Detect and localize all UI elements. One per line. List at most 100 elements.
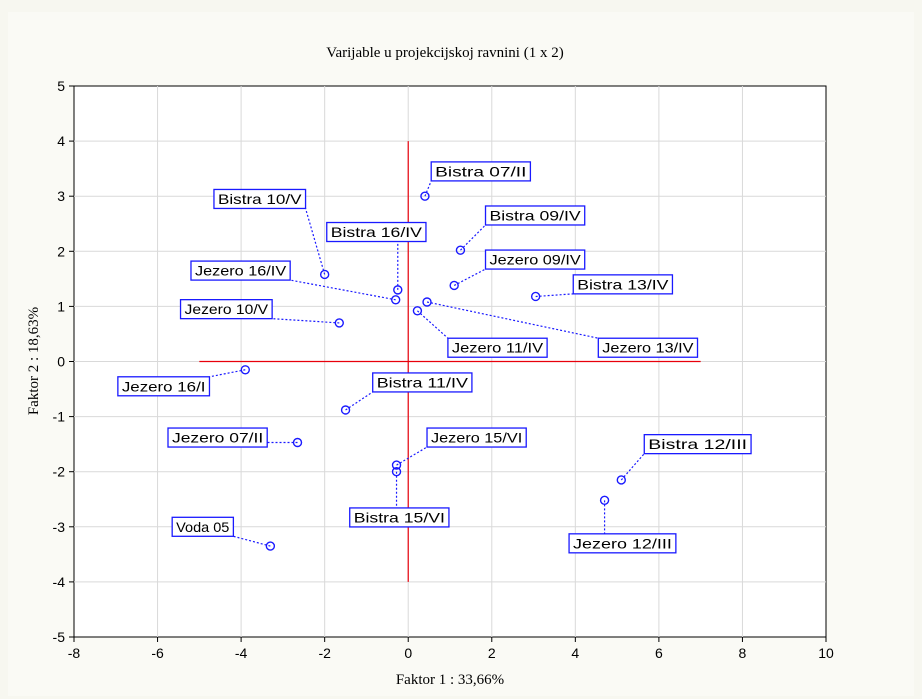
chart-title: Varijable u projekcijskoj ravnini (1 x 2… [326, 45, 563, 61]
data-point [390, 295, 401, 305]
x-tick-label: 8 [739, 645, 747, 661]
data-point-group: Bistra 09/IV [455, 205, 586, 255]
label-leader-line [290, 279, 396, 301]
x-tick-label: 6 [655, 645, 663, 661]
data-point-group: Jezero 15/VI [391, 427, 527, 470]
point-label-box [190, 260, 291, 281]
label-leader-line [620, 453, 645, 481]
point-label: Bistra 07/II [435, 163, 526, 179]
point-label: Jezero 15/VI [431, 430, 522, 446]
y-tick-label: -1 [53, 409, 66, 425]
point-label-box [568, 533, 677, 554]
axes: -8 -6 -4 -2 0 2 4 6 8 10 -5 -4 -3 -2 -1 0 1 2 3 4 5 [53, 78, 834, 661]
y-axis-label: Faktor 2 : 18,63% [26, 307, 42, 415]
point-label: Jezero 13/IV [602, 340, 694, 356]
label-leader-line [426, 301, 599, 339]
point-label-box [572, 274, 674, 295]
point-label-box [213, 188, 307, 210]
data-point-group: Jezero 13/IV [422, 297, 699, 358]
label-leader-line [396, 446, 428, 466]
data-point-group: Jezero 10/V [179, 299, 344, 328]
point-label-box [484, 249, 586, 270]
data-point-group: Jezero 11/IV [412, 306, 548, 358]
data-point-group: Bistra 16/IV [326, 221, 427, 295]
point-label-box [643, 433, 752, 455]
point-label: Jezero 07/II [172, 430, 263, 446]
y-tick-label: 5 [57, 78, 65, 94]
data-point-group: Bistra 12/III [616, 433, 752, 485]
x-tick-label: 0 [404, 645, 412, 661]
y-tick-label: 4 [57, 133, 65, 149]
point-label-box [179, 299, 273, 320]
data-point [319, 269, 330, 280]
y-tick-label: 1 [57, 298, 65, 314]
label-leader-line [424, 180, 432, 197]
point-label-box [426, 427, 527, 448]
data-point-group: Jezero 16/I [117, 365, 250, 397]
point-label-box [117, 376, 211, 397]
x-tick-label: -8 [68, 645, 81, 661]
data-point [391, 460, 402, 470]
y-tick-label: 3 [57, 188, 65, 204]
data-point [265, 541, 276, 551]
data-point [240, 365, 250, 375]
data-point-group: Bistra 07/II [420, 161, 532, 201]
point-label: Jezero 12/III [573, 535, 672, 551]
point-label: Bistra 15/VI [354, 509, 445, 525]
data-point [420, 191, 430, 201]
point-label-box [167, 427, 268, 448]
point-label-box [171, 516, 235, 537]
point-label: Bistra 12/III [648, 436, 747, 452]
point-label-box [447, 337, 548, 358]
data-point [530, 291, 541, 302]
y-tick-label: 2 [57, 243, 65, 259]
x-axis-label: Faktor 1 : 33,66% [396, 672, 504, 688]
data-point [599, 495, 610, 506]
label-leader-line [460, 224, 486, 251]
point-label: Bistra 09/IV [490, 207, 582, 223]
data-point-group: Jezero 09/IV [449, 249, 586, 291]
label-leader-line [304, 208, 326, 275]
point-label: Jezero 16/I [122, 378, 206, 394]
y-tick-label: -2 [53, 464, 66, 480]
data-point-group: Jezero 12/III [568, 495, 677, 554]
point-label: Jezero 09/IV [490, 252, 582, 268]
label-leader-line [345, 391, 374, 411]
x-tick-label: -4 [235, 645, 248, 661]
data-point [616, 475, 626, 485]
y-tick-label: -5 [53, 629, 66, 645]
data-point-group: Jezero 16/IV [190, 260, 401, 305]
point-label: Bistra 13/IV [577, 276, 669, 292]
data-point-group: Jezero 07/II [167, 427, 303, 448]
data-point-group: Bistra 10/V [213, 188, 330, 280]
point-label: Bistra 10/V [218, 191, 302, 207]
x-tick-label: 2 [488, 645, 496, 661]
point-label-box [349, 507, 450, 528]
data-layer: Bistra 07/II Bistra 09/IV Bistra 10/V Bistr… [117, 161, 752, 554]
data-point [391, 467, 402, 477]
x-tick-label: -2 [318, 645, 331, 661]
data-point [292, 437, 303, 448]
y-tick-label: -3 [53, 519, 66, 535]
point-label: Jezero 10/V [185, 301, 269, 317]
label-leader-line [272, 318, 340, 324]
point-label-box [484, 205, 586, 226]
point-label-box [372, 372, 473, 393]
x-tick-label: -6 [151, 645, 164, 661]
data-point [422, 297, 432, 307]
x-tick-label: 10 [818, 645, 834, 661]
data-point [334, 318, 344, 328]
data-point [393, 285, 403, 295]
y-tick-label: -4 [53, 574, 66, 590]
point-label-box [430, 161, 532, 182]
data-point [449, 280, 459, 291]
point-label-box [597, 337, 699, 358]
point-label: Jezero 11/IV [452, 340, 544, 356]
point-label: Bistra 16/IV [331, 224, 423, 240]
data-point-group: Voda 05 [171, 516, 276, 551]
point-label: Bistra 11/IV [377, 374, 469, 390]
data-point-group: Bistra 15/VI [349, 467, 450, 528]
point-label: Voda 05 [176, 519, 229, 535]
data-point-group: Bistra 13/IV [530, 274, 674, 302]
